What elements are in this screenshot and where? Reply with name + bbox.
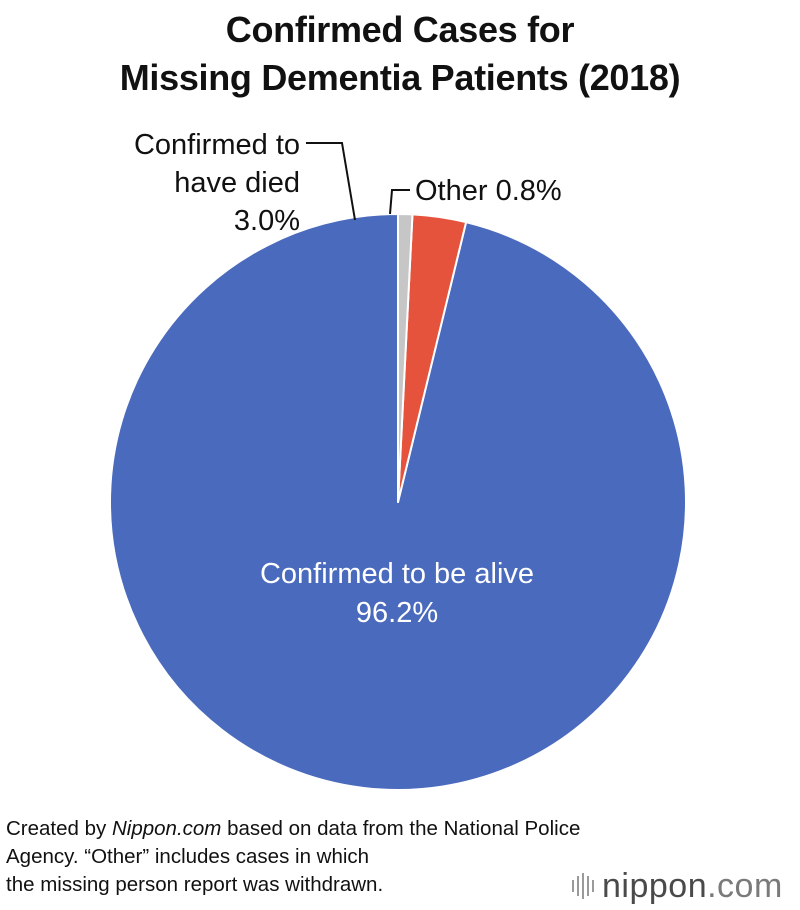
footnote-prefix: Created by [6, 817, 112, 840]
leader-line-other [389, 189, 410, 215]
slice-labels: Confirmed to be alive 96.2% Confirmed to… [134, 129, 562, 629]
leader-lines [306, 142, 410, 221]
label-died-line1: Confirmed to [134, 129, 300, 161]
logo-text-main: nippon [602, 866, 708, 905]
nippon-logo: nippon.com [572, 866, 783, 906]
chart-title-line2: Missing Dementia Patients (2018) [119, 57, 681, 98]
footnote-site: Nippon.com [111, 817, 222, 840]
logo-text-dot: .com [707, 866, 783, 905]
pie-slices [109, 212, 687, 791]
footnote-suffix: based on data from the National Police [221, 817, 581, 840]
footnote-line2: Agency. “Other” includes cases in which [6, 845, 370, 868]
label-alive-value: 96.2% [356, 597, 438, 629]
label-alive-name: Confirmed to be alive [260, 558, 534, 590]
label-died-line2: have died [174, 167, 300, 199]
leader-line-died [306, 142, 356, 221]
logo-wordmark: nippon.com [602, 867, 783, 906]
label-died-value: 3.0% [234, 205, 300, 237]
label-other: Other 0.8% [415, 175, 562, 207]
footnote-line1: Created by Nippon.com based on data from… [6, 815, 580, 843]
footnote-line3: the missing person report was withdrawn. [6, 873, 384, 896]
logo-bars-icon [572, 873, 594, 899]
chart-title-line1: Confirmed Cases for [225, 9, 575, 50]
chart-title: Confirmed Cases for Missing Dementia Pat… [0, 6, 800, 102]
footnote: Created by Nippon.com based on data from… [6, 815, 580, 899]
pie-slice-2 [397, 212, 414, 503]
